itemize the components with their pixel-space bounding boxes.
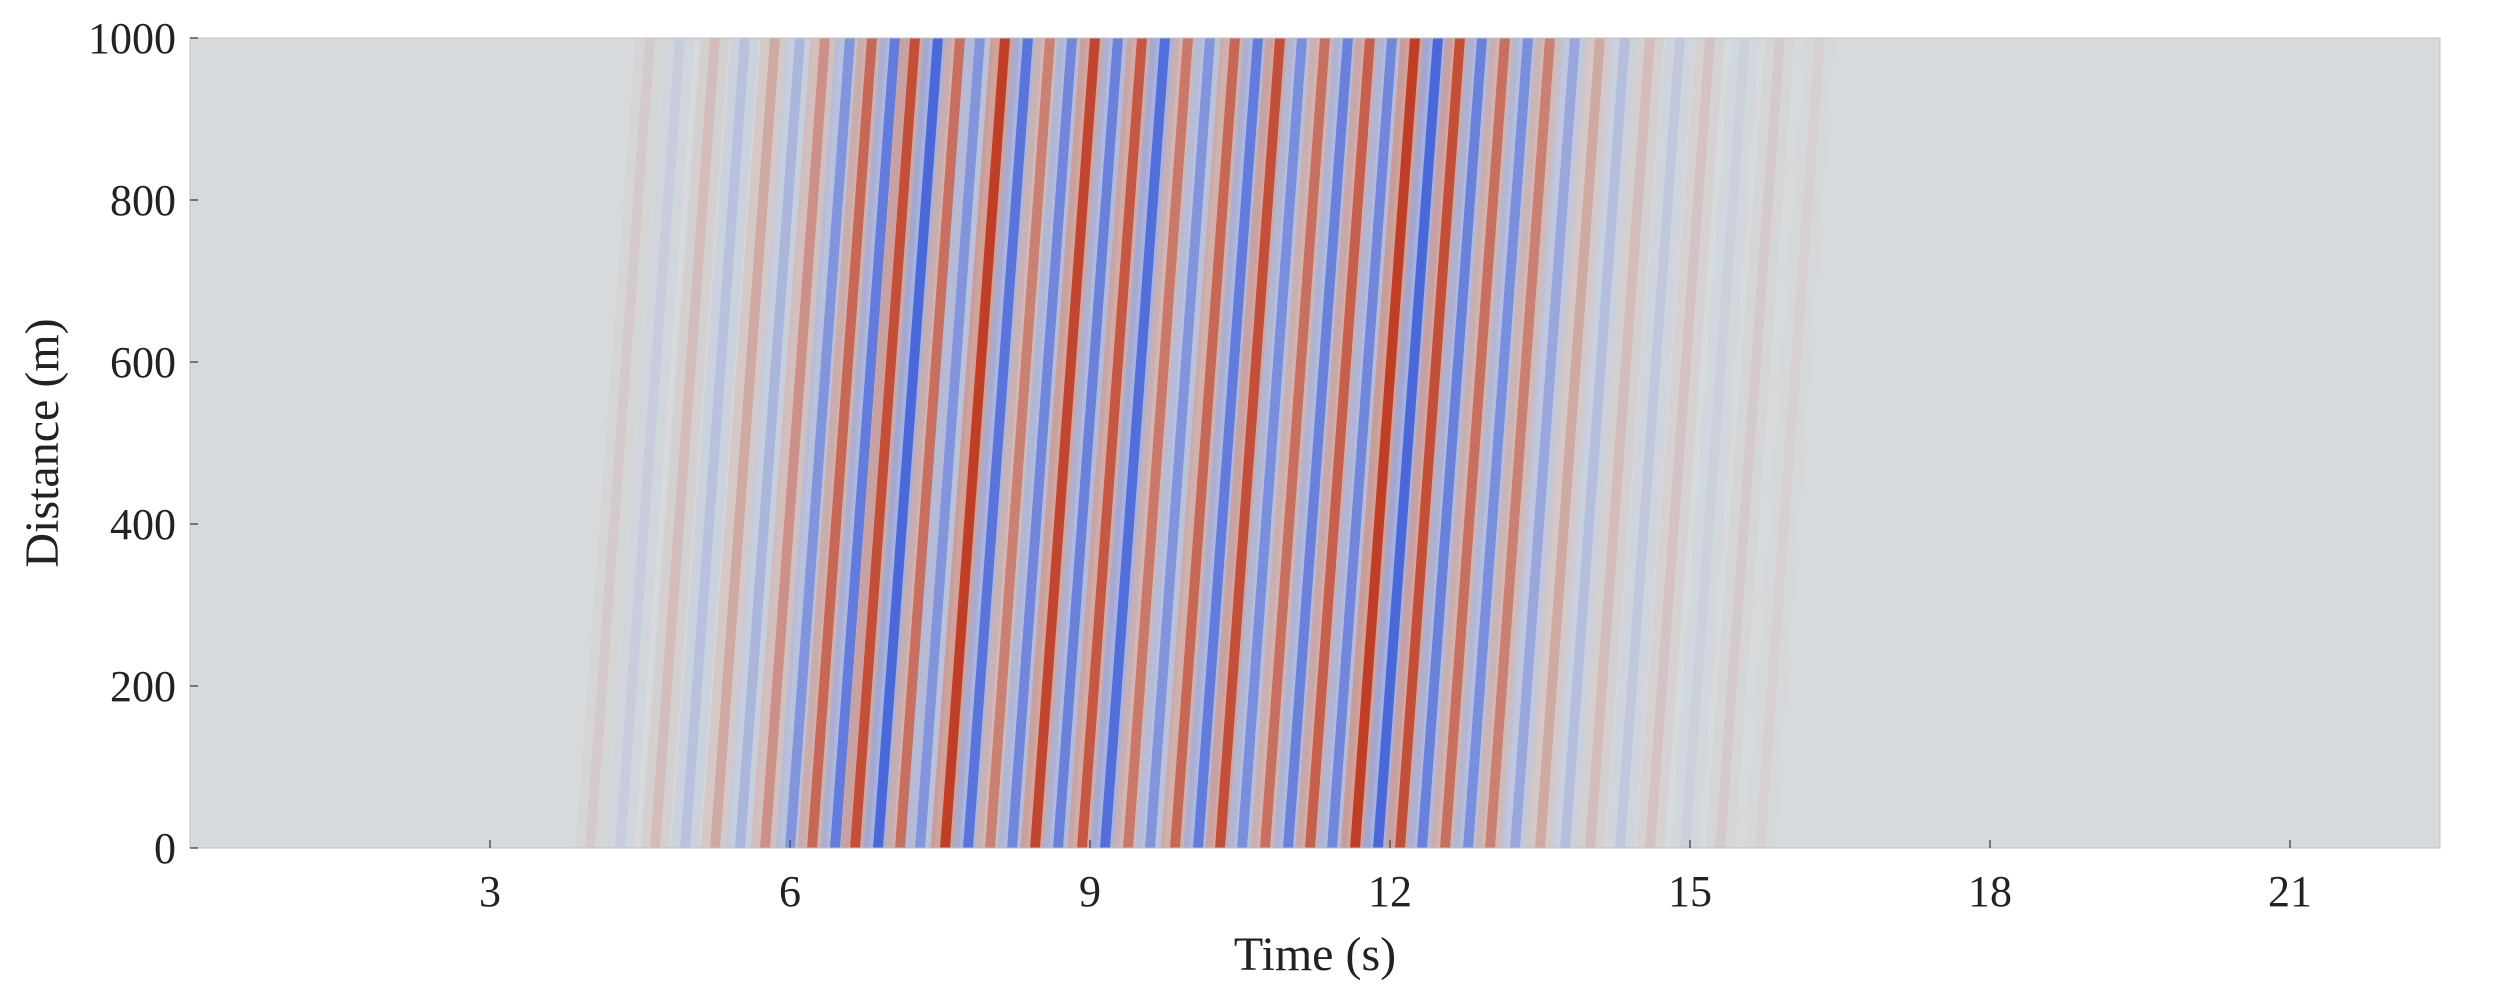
wavefront	[1373, 38, 1443, 848]
wavefront	[1440, 38, 1510, 848]
wavefront	[850, 38, 920, 848]
y-axis-title: Distance (m)	[16, 318, 69, 567]
wavefront	[873, 38, 943, 848]
y-tick-label: 800	[110, 176, 176, 225]
wavefront	[1123, 38, 1193, 848]
x-tick-label: 12	[1368, 867, 1412, 916]
wavefront	[830, 38, 900, 848]
wavefront	[760, 38, 830, 848]
x-tick-label: 6	[779, 867, 801, 916]
wavefront	[1305, 38, 1375, 848]
wavefront	[1485, 38, 1555, 848]
wavefront	[1615, 38, 1685, 848]
wavefront	[1007, 38, 1077, 848]
wavefront	[680, 38, 750, 848]
wavefront	[807, 38, 877, 848]
wavefront	[735, 38, 805, 848]
x-tick-label: 15	[1668, 867, 1712, 916]
wavefront	[650, 38, 720, 848]
x-tick-label: 3	[479, 867, 501, 916]
y-tick-label: 1000	[88, 14, 176, 63]
x-tick-label: 9	[1079, 867, 1101, 916]
wavefront	[963, 38, 1033, 848]
wavefront	[1350, 38, 1420, 848]
wavefront	[1283, 38, 1353, 848]
wavefront	[1585, 38, 1655, 848]
wavefront	[1680, 38, 1750, 848]
y-axis: 0 200 400 600 800 1000	[88, 14, 198, 873]
wavefront	[1510, 38, 1580, 848]
wavefront	[615, 38, 685, 848]
wavefront	[985, 38, 1055, 848]
wavefront	[940, 38, 1010, 848]
wavefront	[1560, 38, 1630, 848]
wavefront	[1077, 38, 1147, 848]
wavefront	[1237, 38, 1307, 848]
wavefront	[895, 38, 965, 848]
wavefront	[1463, 38, 1533, 848]
x-tick-label: 18	[1968, 867, 2012, 916]
y-tick-label: 400	[110, 500, 176, 549]
wavefront	[585, 38, 655, 848]
wavefront	[1193, 38, 1263, 848]
wavefront	[1170, 38, 1240, 848]
y-tick-label: 600	[110, 338, 176, 387]
wavefront	[1260, 38, 1330, 848]
wavefront	[785, 38, 855, 848]
y-tick-label: 200	[110, 662, 176, 711]
wavefront	[1645, 38, 1715, 848]
x-tick-label: 21	[2268, 867, 2312, 916]
wavefront	[1053, 38, 1123, 848]
y-tick-label: 0	[154, 824, 176, 873]
wavefront	[1030, 38, 1100, 848]
wavefront	[1535, 38, 1605, 848]
wavefront	[1215, 38, 1285, 848]
wavefront	[1145, 38, 1215, 848]
wavefront	[1395, 38, 1465, 848]
wavefront	[1755, 38, 1825, 848]
x-axis-title: Time (s)	[1234, 928, 1396, 981]
x-axis: 3 6 9 12 15 18 21	[479, 840, 2312, 916]
wavefront	[1417, 38, 1487, 848]
wavefront	[1100, 38, 1170, 848]
wavefront	[710, 38, 780, 848]
wavefront	[915, 38, 985, 848]
wavefront	[1327, 38, 1397, 848]
plot-frame	[189, 37, 2441, 849]
wavefront-layer	[575, 38, 1835, 848]
wavefront	[1715, 38, 1785, 848]
